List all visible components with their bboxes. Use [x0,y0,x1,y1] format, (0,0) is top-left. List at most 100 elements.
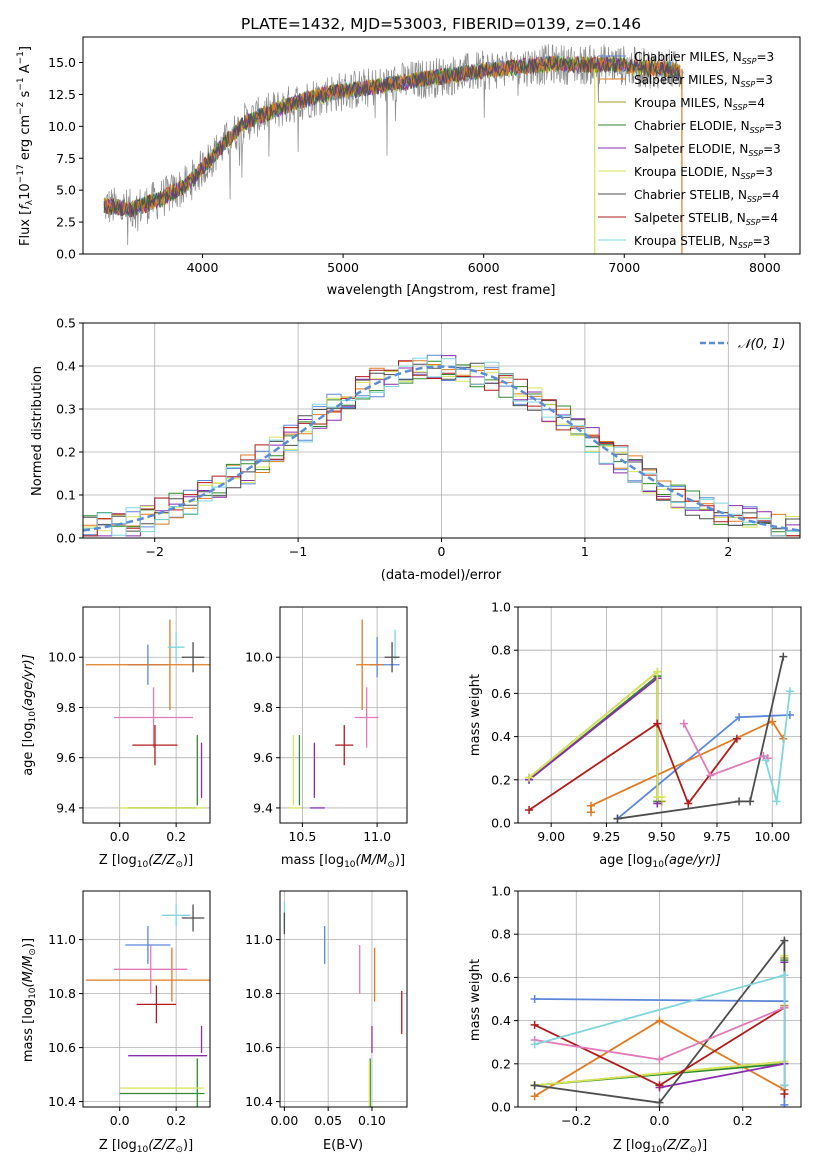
ebv-mass-panel: 0.00 0.05 0.10 10.4 10.6 10.8 11.0 E(B-V) [245,890,408,1153]
mass-age-panel: 10.5 11.0 9.4 9.6 9.8 10.0 mass [log10(M/M⊙)] [245,606,408,870]
weight-marker [772,797,781,806]
svg-text:Chabrier STELIB, NSSP=4: Chabrier STELIB, NSSP=4 [634,188,779,204]
errorbar-point [167,632,185,663]
weight-marker [780,1081,789,1090]
y-tick-label: 1.0 [491,600,511,615]
weight-marker [655,1081,664,1090]
y-tick-label: 5.0 [56,183,76,198]
y-tick-label: 0.8 [491,927,511,942]
y-tick-label: 11.0 [245,932,273,947]
y-tick-label: 0.4 [56,359,76,374]
observed-spectrum [103,44,684,246]
weight-series [525,667,666,802]
age-weight-panel: 9.00 9.25 9.50 9.75 10.000.00.20.40.60.81.0 … [468,600,802,870]
legend-entry: Chabrier STELIB, NSSP=4 [598,188,779,204]
age-weight-xlabel: age [log10(age/yr)] [599,853,721,870]
mass-age-xlabel: mass [log10(M/M⊙)] [281,853,405,870]
x-tick-label: 0.0 [110,829,130,844]
legend-entry: Kroupa ELODIE, NSSP=3 [598,165,773,181]
axes-frame [517,890,802,1108]
y-tick-label: 0.3 [56,402,76,417]
y-tick-label: 0.4 [491,1013,511,1028]
weight-marker [530,1092,539,1101]
x-tick-label: 4000 [187,260,219,275]
errorbar-point [354,687,379,748]
normal-curve [83,365,800,532]
axes-frame [82,890,211,1108]
svg-text:Chabrier MILES, NSSP=3: Chabrier MILES, NSSP=3 [634,50,774,66]
errorbar-point [181,904,205,932]
y-tick-label: 11.0 [48,932,76,947]
weight-line [617,656,785,820]
errorbar-point [114,945,188,994]
y-tick-label: 9.6 [253,750,273,765]
weight-marker [530,995,539,1003]
plot-content [85,904,210,1107]
weight-marker [785,687,794,696]
plot-content [530,936,789,1107]
x-tick-label: 2 [724,544,732,559]
axes-frame [82,36,801,255]
model-spectrum [103,56,681,217]
spectrum-panel: 4000 5000 6000 7000 8000 0.0 2.5 5.0 7.5 10.0 12.5… [16,36,801,298]
x-tick-label: 0.0 [110,1113,130,1128]
legend-entry: Kroupa MILES, NSSP=4 [598,96,765,112]
z-age-panel: 0.0 0.2 9.4 9.6 9.8 10.0 Z [log10(Z/Z⊙)] age … [21,606,211,870]
weight-marker [530,1020,539,1029]
x-tick-label: 0.10 [358,1113,386,1128]
mass-age-plot-area: 10.5 11.0 9.4 9.6 9.8 10.0 [245,606,408,844]
z-mass-xlabel: Z [log10(Z/Z⊙)] [99,1138,193,1155]
errorbar-point [114,687,194,748]
ebv-mass-xlabel: E(B-V) [323,1138,363,1153]
z-weight-panel: −0.2 0.0 0.2 0.0 0.2 0.4 0.6 0.8 1.0 Z [log10(Z/… [468,884,802,1155]
y-tick-label: 9.4 [253,800,273,815]
z-weight-xlabel: Z [log10(Z/Z⊙)] [613,1138,707,1155]
weight-series [613,652,788,823]
weight-marker [586,801,595,810]
weight-marker [653,719,662,728]
x-tick-label: 0 [438,544,446,559]
y-tick-label: 15.0 [48,55,76,70]
spectrum-legend: Chabrier MILES, NSSP=3 Salpeter MILES, N… [598,50,782,250]
svg-text:Salpeter MILES, NSSP=3: Salpeter MILES, NSSP=3 [634,73,773,89]
weight-line [528,722,738,811]
weight-marker [761,756,770,765]
plot-content [103,44,684,254]
age-weight-plot-area: 9.00 9.25 9.50 9.75 10.00 0.0 0.2 0.4 0.6 0.8 1.0 [491,600,802,844]
x-tick-label: 7000 [608,260,640,275]
figure-title: PLATE=1432, MJD=53003, FIBERID=0139, z=0… [241,15,641,33]
weight-series [525,674,662,808]
axes-frame [82,606,211,824]
weight-marker [657,793,666,802]
legend-entry: Salpeter STELIB, NSSP=4 [598,211,778,227]
y-tick-label: 0.4 [491,729,511,744]
legend-entry: Kroupa STELIB, NSSP=3 [598,234,770,250]
y-tick-label: 0.0 [56,247,76,262]
weight-marker [525,773,534,782]
y-tick-label: 10.4 [245,1094,273,1109]
weight-marker [525,806,534,815]
x-tick-label: 0.00 [270,1113,298,1128]
weight-marker [679,719,688,728]
plot-content [288,619,400,809]
x-tick-label: −0.2 [561,1113,591,1128]
weight-marker [732,734,741,743]
y-tick-label: 0.0 [491,816,511,831]
weight-line [528,674,659,802]
weight-marker [684,799,693,808]
y-tick-label: 0.6 [491,970,511,985]
y-tick-label: 10.6 [245,1040,273,1055]
y-tick-label: 10.0 [48,119,76,134]
weight-marker [655,1016,664,1025]
y-tick-label: 10.0 [245,650,273,665]
svg-text:Chabrier ELODIE, NSSP=3: Chabrier ELODIE, NSSP=3 [634,119,782,135]
x-tick-label: 8000 [749,260,781,275]
residual-ylabel: Normed distribution [30,366,45,496]
errorbar-point [162,904,191,927]
x-tick-label: −1 [289,544,307,559]
model-spectrum [103,55,681,217]
x-tick-label: 9.75 [703,829,731,844]
x-tick-label: 9.25 [593,829,621,844]
y-tick-label: 7.5 [56,151,76,166]
